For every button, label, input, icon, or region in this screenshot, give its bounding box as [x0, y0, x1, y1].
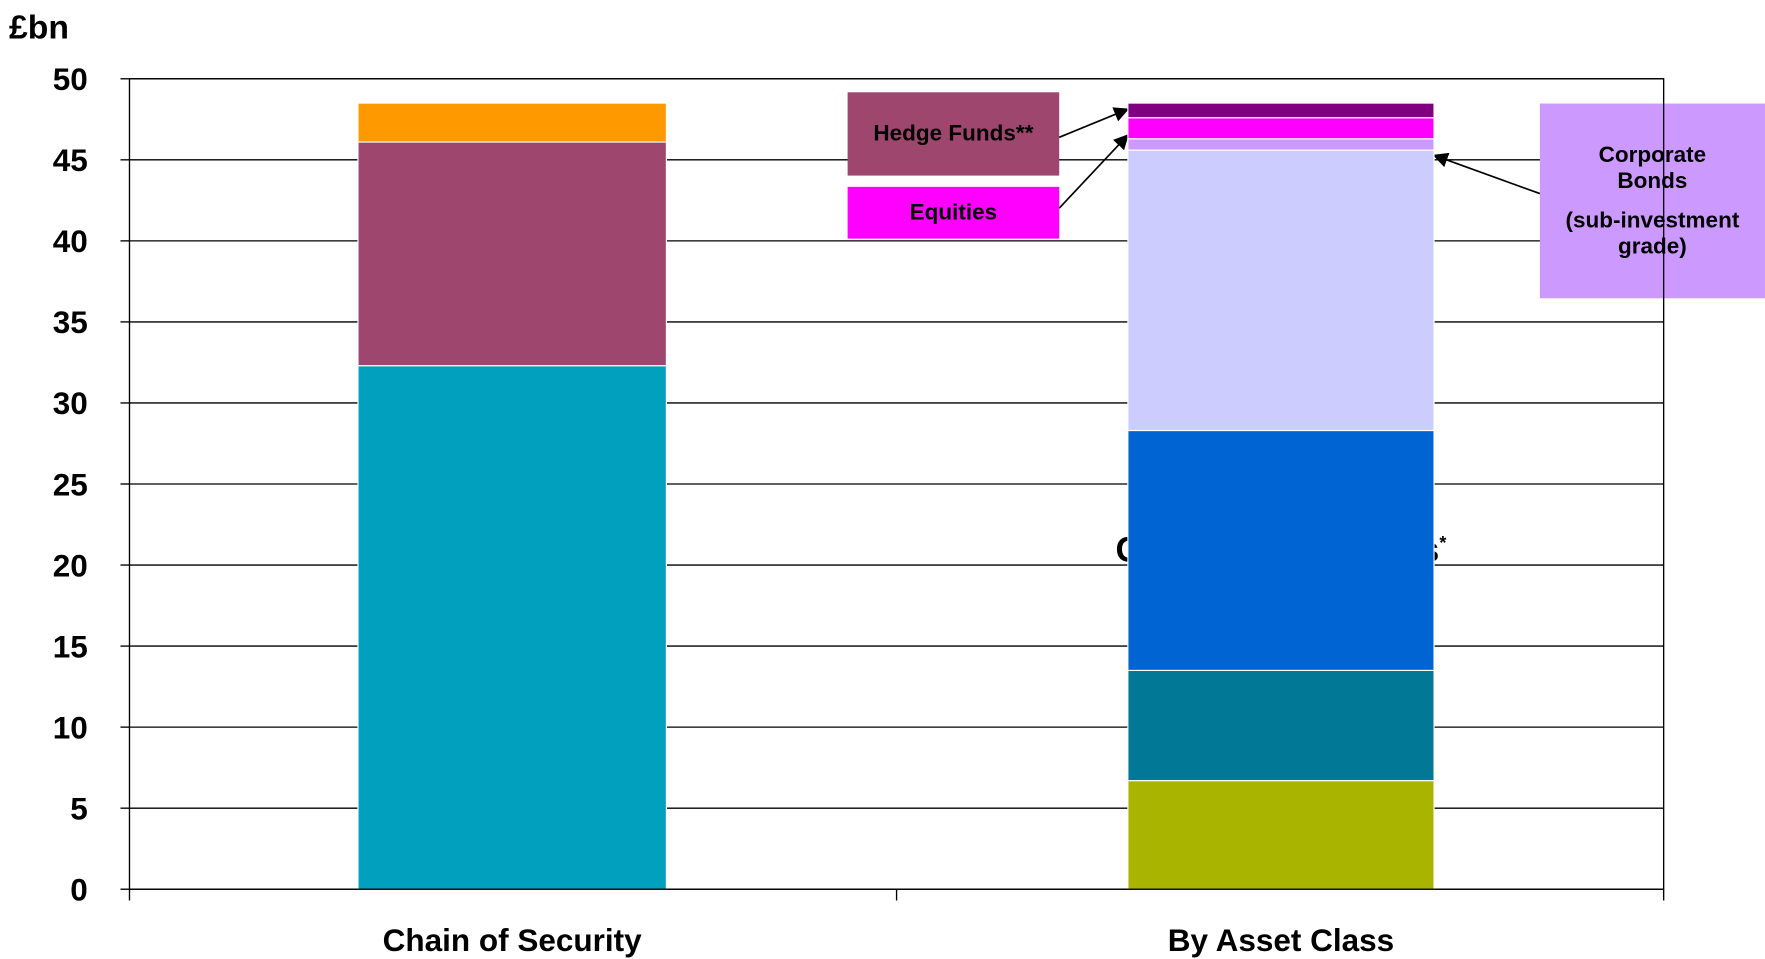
- callout-box: [1539, 103, 1765, 299]
- bar-segment: [1127, 149, 1435, 432]
- y-tick-label: 0: [70, 871, 88, 907]
- y-tick-label: 40: [53, 223, 88, 259]
- bar-segment: [357, 365, 667, 890]
- y-tick-label: 5: [70, 790, 88, 826]
- bar-segment: [1127, 138, 1435, 151]
- bar-segment: [357, 141, 667, 367]
- callout-label: Corporate Bonds (sub-investment grade): [1540, 104, 1765, 299]
- callout-box: [847, 92, 1060, 176]
- callout-name: Equities: [909, 199, 998, 225]
- callout-box: [847, 186, 1060, 239]
- y-tick-label: 10: [53, 709, 88, 745]
- bar-segment: [357, 102, 667, 143]
- bar-segment: [1127, 669, 1435, 782]
- callout-label-box: Hedge Funds**: [848, 92, 1060, 175]
- bar-segment: [1127, 117, 1435, 140]
- callout-label: Hedge Funds**: [848, 92, 1060, 175]
- callout-arrow: [1432, 152, 1541, 195]
- y-tick-label: 35: [53, 304, 88, 340]
- callout-arrow: [1058, 107, 1130, 139]
- y-tick-label: 30: [53, 385, 88, 421]
- callout-label-box: Corporate Bonds (sub-investment grade): [1540, 104, 1765, 299]
- callout-label: Equities: [848, 187, 1060, 239]
- callout-name: Corporate Bonds: [1598, 142, 1707, 194]
- y-tick-label: 25: [53, 466, 88, 502]
- callout-sublabel: (sub-investment grade): [1565, 207, 1740, 259]
- y-tick-label: 50: [53, 61, 88, 97]
- bar-segment: [1127, 780, 1435, 890]
- bar-segment: [1127, 102, 1435, 119]
- callout-label-box: Equities: [848, 187, 1060, 239]
- y-tick-label: 45: [53, 142, 88, 178]
- y-tick-label: 15: [53, 628, 88, 664]
- callout-name: Hedge Funds**: [873, 121, 1034, 146]
- name-note: *: [1439, 534, 1447, 554]
- callout-arrow: [1058, 133, 1129, 209]
- x-tick-label: Chain of Security: [383, 922, 643, 958]
- bar-segment: [1127, 429, 1435, 671]
- x-tick-label: By Asset Class: [1168, 922, 1394, 958]
- y-axis-label: £bn: [9, 8, 69, 46]
- y-tick-label: 20: [53, 547, 88, 583]
